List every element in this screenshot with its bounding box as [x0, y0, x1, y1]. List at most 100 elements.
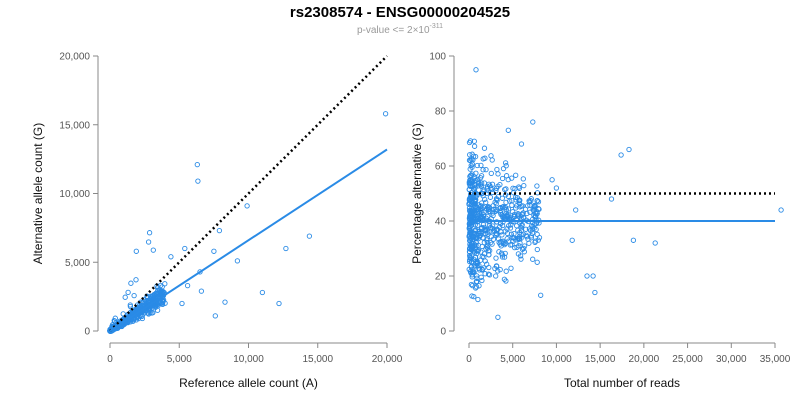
data-point: [516, 185, 523, 191]
data-point: [510, 209, 516, 215]
data-point: [503, 207, 509, 213]
data-point: [472, 227, 478, 233]
data-point: [476, 283, 482, 289]
data-point: [466, 139, 473, 146]
data-point: [523, 226, 529, 232]
data-point: [483, 199, 489, 206]
data-point: [467, 213, 473, 219]
data-point: [532, 213, 539, 219]
data-point: [553, 185, 560, 191]
data-point: [493, 273, 499, 279]
data-point: [466, 249, 473, 255]
data-point: [494, 166, 500, 173]
data-point: [467, 180, 474, 186]
y-tick-label: 10,000: [59, 189, 90, 200]
data-point: [157, 282, 164, 289]
data-point: [222, 299, 228, 305]
data-point: [499, 232, 505, 238]
data-point: [468, 162, 474, 169]
data-point: [466, 223, 473, 230]
data-point: [485, 271, 492, 277]
plot-panel-2: 0 20 40 60 80 100 0 5,000 10,000 15,000 20,000 25,0…: [410, 52, 791, 391]
data-point: [467, 152, 473, 158]
data-point: [473, 279, 479, 285]
data-point: [626, 146, 632, 153]
data-point: [778, 207, 784, 213]
data-point: [480, 167, 486, 173]
x-tick-label: 30,000: [716, 354, 747, 365]
data-point: [509, 242, 515, 248]
y-tick-label: 20,000: [59, 52, 90, 63]
data-point: [534, 183, 540, 189]
data-point: [492, 199, 498, 205]
data-point: [495, 171, 501, 177]
data-point: [533, 226, 539, 233]
subtitle-exponent: -311: [429, 23, 444, 30]
data-point: [534, 259, 540, 265]
data-point: [511, 244, 518, 251]
data-point: [503, 163, 509, 169]
data-point: [526, 240, 532, 246]
x-tick-label: 20,000: [629, 354, 660, 365]
data-point: [159, 300, 165, 307]
data-point: [145, 239, 152, 245]
y-tick-label: 15,000: [59, 120, 90, 131]
data-point: [618, 152, 624, 158]
data-point: [517, 204, 523, 210]
data-point: [493, 255, 499, 261]
data-point: [499, 254, 506, 260]
x-tick-label: 25,000: [672, 354, 703, 365]
data-point: [259, 289, 266, 296]
data-point: [467, 182, 473, 188]
data-point: [484, 184, 491, 190]
data-point: [502, 160, 509, 166]
data-point: [195, 178, 201, 184]
x-tick-label: 10,000: [541, 354, 572, 365]
data-point: [475, 222, 481, 228]
data-point: [520, 231, 526, 237]
data-point: [306, 233, 313, 239]
data-point: [480, 265, 487, 271]
data-point: [481, 209, 487, 216]
data-point: [481, 180, 488, 186]
data-point: [467, 166, 473, 172]
data-point: [534, 210, 540, 217]
data-point: [470, 193, 476, 199]
data-point: [515, 251, 522, 257]
data-point: [505, 127, 511, 133]
data-point: [474, 258, 480, 264]
y-tick-label: 0: [440, 327, 446, 338]
data-point: [469, 171, 475, 177]
data-point: [467, 214, 473, 220]
data-point: [521, 249, 527, 255]
data-point: [154, 307, 161, 313]
data-point: [652, 240, 658, 246]
data-point: [513, 172, 519, 178]
data-point: [466, 157, 473, 163]
data-point: [485, 242, 491, 249]
data-point: [530, 207, 536, 213]
data-point: [504, 213, 510, 219]
data-point: [486, 264, 492, 271]
data-point: [515, 235, 521, 241]
data-point: [137, 312, 143, 319]
data-point: [468, 281, 475, 288]
data-point: [133, 277, 139, 283]
data-point: [211, 248, 217, 254]
data-point: [145, 310, 152, 317]
data-point: [535, 237, 541, 243]
data-point: [198, 288, 205, 294]
data-point: [508, 222, 514, 228]
data-point: [149, 293, 155, 300]
data-point: [156, 300, 162, 306]
data-point: [497, 181, 503, 188]
data-point: [475, 296, 481, 303]
data-point: [494, 231, 500, 237]
data-point: [520, 176, 526, 182]
data-point: [505, 193, 512, 200]
data-point: [481, 145, 488, 151]
data-point: [477, 175, 484, 181]
data-point: [488, 170, 494, 177]
plot-panel-1: 0 5,000 10,000 15,000 20,000 0 5,000 10,000 15,0…: [31, 52, 403, 391]
data-point: [527, 227, 534, 234]
